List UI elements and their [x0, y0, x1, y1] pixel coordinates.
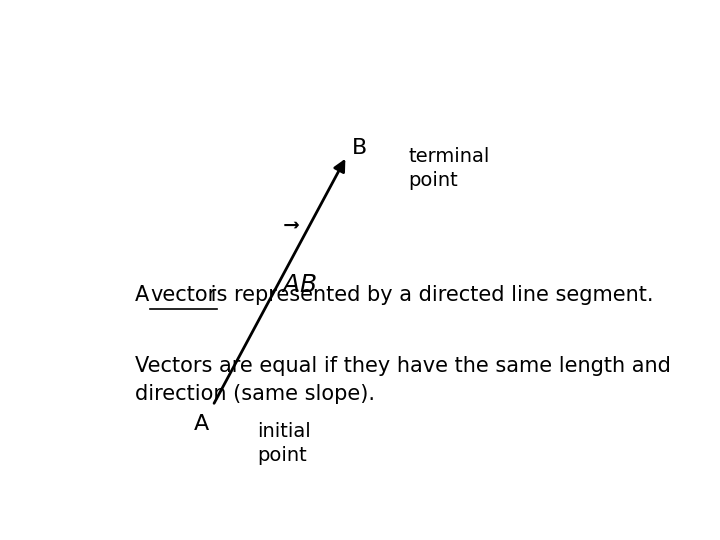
Text: vector: vector [150, 285, 217, 305]
Text: Vectors are equal if they have the same length and
direction (same slope).: Vectors are equal if they have the same … [135, 356, 670, 404]
Text: $\mathit{AB}$: $\mathit{AB}$ [282, 273, 318, 296]
Text: is represented by a directed line segment.: is represented by a directed line segmen… [204, 285, 654, 305]
Text: A: A [135, 285, 156, 305]
Text: initial
point: initial point [258, 422, 311, 465]
Text: terminal
point: terminal point [408, 147, 490, 190]
Text: B: B [352, 138, 367, 158]
Text: A: A [194, 414, 210, 434]
